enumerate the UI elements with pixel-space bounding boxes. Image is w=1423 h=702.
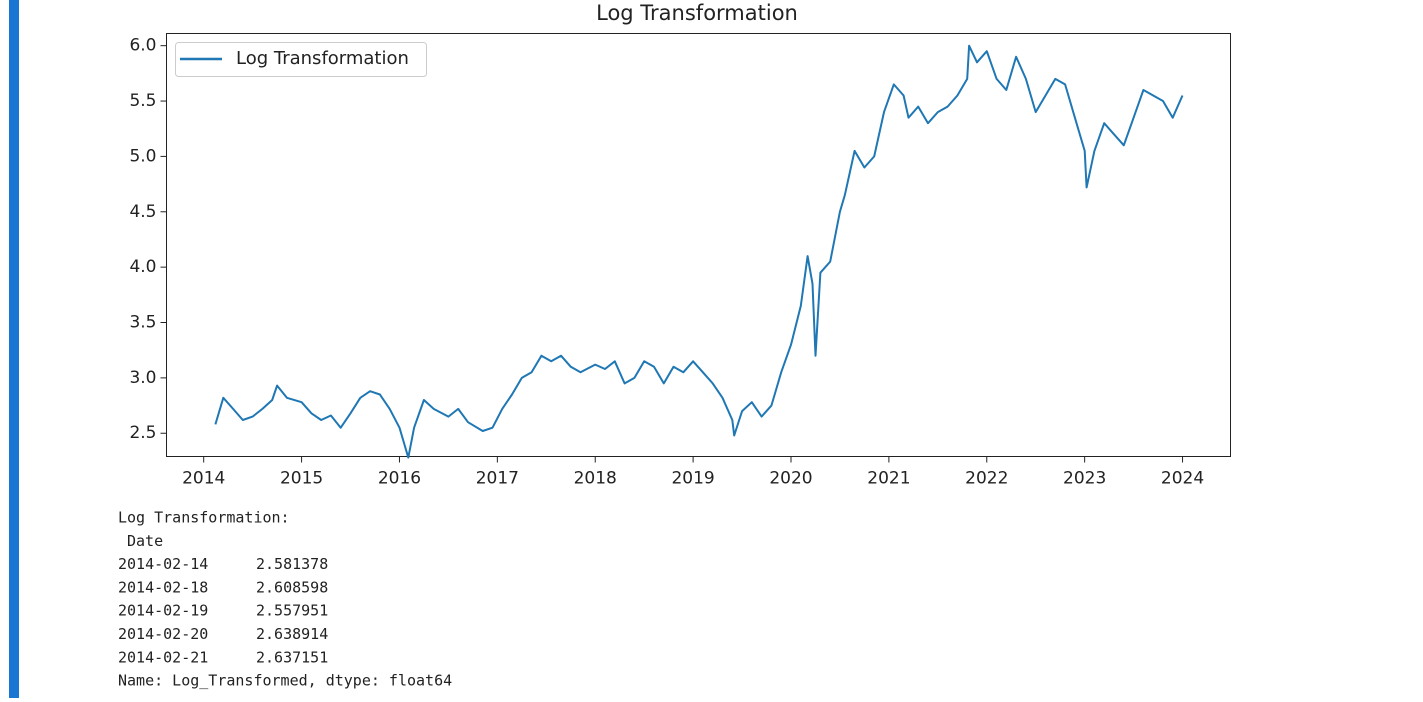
- x-tick-label: 2023: [1063, 469, 1106, 489]
- y-tick-label: 3.5: [129, 313, 156, 333]
- y-tick-label: 2.5: [129, 423, 156, 443]
- output-header: Log Transformation:: [118, 509, 290, 527]
- y-tick-label: 5.5: [129, 91, 156, 111]
- x-tick-label: 2022: [965, 469, 1008, 489]
- output-value: 2.581378: [256, 555, 328, 573]
- output-value: 2.557951: [256, 602, 328, 620]
- legend-label: Log Transformation: [236, 48, 409, 69]
- y-tick-label: 3.0: [129, 368, 156, 388]
- output-index-name: Date: [127, 532, 163, 550]
- x-tick-label: 2020: [769, 469, 812, 489]
- output-date: 2014-02-14: [118, 555, 208, 573]
- y-tick-label: 4.5: [129, 202, 156, 222]
- x-tick-label: 2021: [867, 469, 910, 489]
- y-tick-label: 6.0: [129, 36, 156, 56]
- x-tick-label: 2018: [574, 469, 617, 489]
- legend: [175, 42, 427, 77]
- output-value: 2.638914: [256, 625, 328, 643]
- output-date: 2014-02-20: [118, 625, 208, 643]
- axes-frame: [166, 33, 1231, 457]
- x-tick-label: 2017: [476, 469, 519, 489]
- cell-indicator: [9, 0, 19, 698]
- output-value: 2.637151: [256, 648, 328, 666]
- output-date: 2014-02-19: [118, 602, 208, 620]
- text-output: Log Transformation: Date 2014-02-14 2.58137…: [118, 509, 452, 690]
- y-tick-label: 5.0: [129, 146, 156, 166]
- output-date: 2014-02-18: [118, 578, 208, 596]
- x-tick-label: 2019: [671, 469, 714, 489]
- output-date: 2014-02-21: [118, 648, 208, 666]
- x-tick-label: 2024: [1161, 469, 1204, 489]
- data-line: [214, 44, 1184, 459]
- output-footer: Name: Log_Transformed, dtype: float64: [118, 672, 452, 690]
- x-tick-label: 2015: [280, 469, 323, 489]
- chart-title: Log Transformation: [596, 1, 798, 25]
- x-tick-label: 2014: [182, 469, 225, 489]
- y-tick-label: 4.0: [129, 257, 156, 277]
- x-tick-label: 2016: [378, 469, 421, 489]
- output-value: 2.608598: [256, 578, 328, 596]
